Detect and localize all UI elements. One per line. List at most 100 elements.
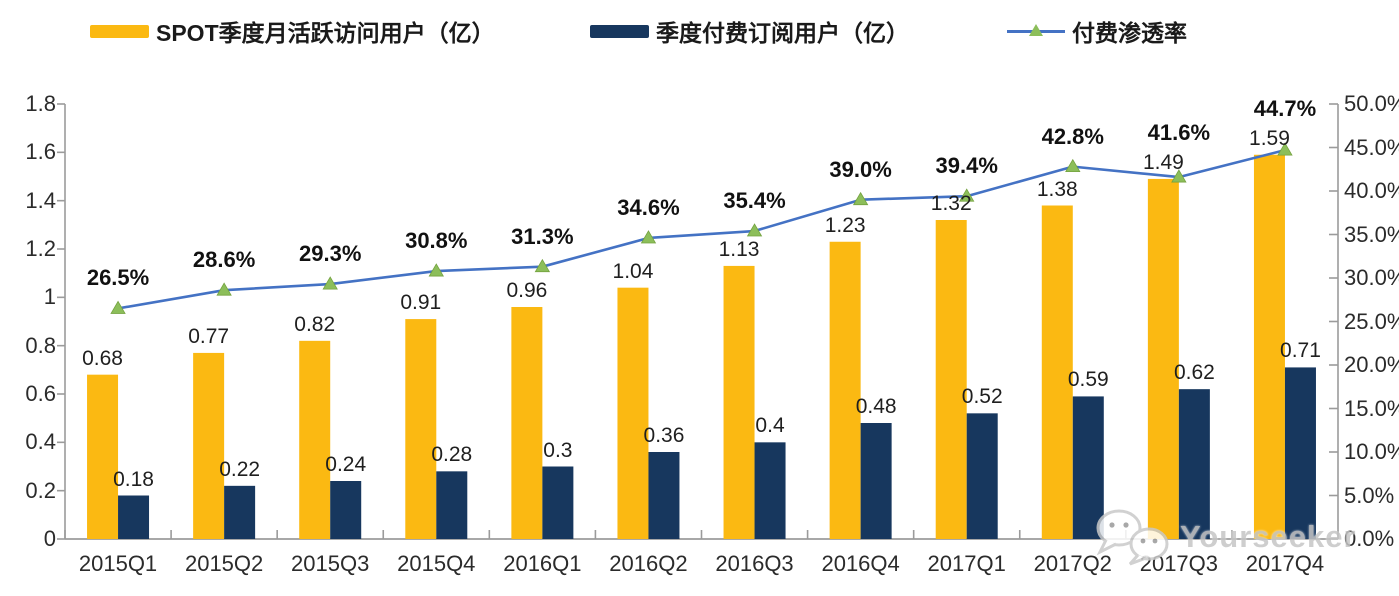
left-axis-label: 1 — [43, 284, 56, 310]
right-axis-label: 35.0% — [1344, 221, 1399, 247]
bar-subs-2015Q3 — [330, 481, 362, 539]
mau-value-label: 1.49 — [1142, 150, 1184, 174]
right-axis-label: 20.0% — [1344, 352, 1399, 377]
penetration-label: 29.3% — [299, 241, 362, 267]
line-marker-2016Q1 — [534, 258, 551, 273]
right-axis-label: 25.0% — [1344, 308, 1399, 334]
bar-subs-2016Q3 — [754, 442, 786, 539]
legend-item-0: SPOT季度月活跃访问用户（亿） — [90, 16, 495, 46]
left-axis-label: 1.2 — [25, 236, 56, 261]
penetration-label: 44.7% — [1253, 95, 1317, 121]
subs-value-label: 0.28 — [431, 443, 473, 467]
subs-value-label: 0.36 — [643, 424, 685, 447]
left-axis-label: 1.4 — [25, 187, 56, 213]
bar-subs-2017Q4 — [1284, 367, 1316, 539]
legend-item-1: 季度付费订阅用户（亿） — [590, 16, 909, 46]
legend-swatch-icon — [90, 24, 149, 38]
line-marker-2015Q2 — [216, 282, 232, 296]
bar-mau-2015Q1 — [87, 374, 119, 539]
x-axis-label: 2015Q3 — [291, 551, 370, 576]
line-marker-2017Q1 — [959, 188, 975, 202]
right-axis-label: 40.0% — [1344, 178, 1399, 203]
mau-value-label: 0.77 — [188, 324, 230, 348]
bar-mau-2015Q2 — [193, 352, 225, 539]
mau-value-label: 1.13 — [718, 237, 760, 261]
mau-value-label: 0.82 — [294, 312, 336, 336]
bar-subs-2016Q1 — [542, 466, 574, 539]
x-axis-label: 2015Q1 — [78, 551, 158, 576]
legend-swatch-icon — [590, 24, 649, 38]
bar-subs-2017Q3 — [1178, 389, 1210, 539]
line-marker-2016Q4 — [852, 191, 869, 206]
legend-line-marker-icon — [1007, 23, 1065, 39]
bar-mau-2017Q3 — [1147, 178, 1179, 539]
mau-value-label: 1.23 — [824, 213, 866, 237]
subs-value-label: 0.22 — [219, 457, 261, 481]
left-axis-label: 0.6 — [25, 381, 56, 406]
x-axis-label: 2017Q2 — [1033, 551, 1112, 576]
penetration-label: 26.5% — [86, 265, 150, 291]
penetration-line — [117, 148, 1286, 310]
line-marker-2016Q3 — [746, 223, 763, 237]
penetration-label: 39.0% — [829, 156, 892, 182]
penetration-label: 34.6% — [617, 194, 680, 220]
legend-label: SPOT季度月活跃访问用户（亿） — [156, 20, 495, 46]
x-axis-label: 2016Q1 — [503, 551, 582, 576]
mau-value-label: 1.04 — [612, 259, 654, 283]
mau-value-label: 0.96 — [506, 279, 548, 302]
mau-value-label: 1.59 — [1249, 126, 1290, 150]
bar-mau-2015Q3 — [299, 340, 331, 539]
legend-item-2: 付费渗透率 — [1007, 16, 1187, 46]
penetration-label: 35.4% — [723, 188, 786, 214]
line-marker-2015Q3 — [322, 276, 338, 290]
right-axis-label: 45.0% — [1344, 134, 1399, 160]
bar-mau-2017Q2 — [1041, 205, 1073, 539]
right-axis-label: 50.0% — [1344, 91, 1399, 116]
line-marker-2015Q1 — [110, 300, 126, 314]
subs-value-label: 0.4 — [755, 414, 785, 438]
left-axis-label: 1.8 — [25, 91, 56, 116]
x-axis-label: 2016Q4 — [821, 551, 900, 576]
penetration-label: 42.8% — [1041, 123, 1104, 149]
bar-subs-2017Q1 — [966, 413, 998, 539]
mau-value-label: 0.68 — [82, 346, 123, 370]
right-axis-label: 0.0% — [1344, 526, 1395, 551]
subs-value-label: 0.71 — [1280, 339, 1321, 363]
penetration-label: 41.6% — [1147, 119, 1211, 145]
mau-value-label: 1.32 — [930, 192, 972, 215]
x-axis-label: 2016Q3 — [715, 551, 794, 576]
bar-mau-2015Q4 — [405, 319, 437, 539]
subs-value-label: 0.24 — [325, 453, 367, 476]
penetration-label: 30.8% — [405, 228, 468, 254]
penetration-label: 28.6% — [192, 247, 256, 273]
line-marker-2017Q2 — [1065, 158, 1081, 173]
x-axis-label: 2017Q1 — [927, 551, 1006, 576]
bar-mau-2016Q1 — [511, 307, 543, 539]
subs-value-label: 0.52 — [961, 385, 1003, 409]
left-axis-label: 0 — [43, 526, 56, 551]
bar-mau-2016Q2 — [617, 287, 649, 539]
line-marker-2015Q4 — [428, 263, 444, 277]
legend-label: 付费渗透率 — [1072, 20, 1187, 46]
left-axis-label: 0.8 — [25, 332, 56, 358]
bar-mau-2017Q1 — [935, 220, 967, 539]
bar-subs-2016Q4 — [860, 423, 892, 539]
right-axis-label: 30.0% — [1344, 265, 1399, 290]
left-axis-label: 1.6 — [25, 139, 56, 165]
bar-subs-2015Q1 — [118, 495, 150, 539]
subs-value-label: 0.48 — [855, 395, 897, 418]
bar-mau-2016Q3 — [723, 265, 755, 539]
mau-value-label: 0.91 — [400, 291, 442, 315]
bar-mau-2017Q4 — [1253, 154, 1285, 539]
legend-label: 季度付费订阅用户（亿） — [656, 20, 909, 46]
left-axis-label: 0.4 — [25, 429, 56, 455]
right-axis-label: 5.0% — [1344, 482, 1395, 508]
bar-subs-2016Q2 — [648, 452, 680, 539]
line-marker-2017Q4 — [1277, 142, 1293, 156]
bar-mau-2016Q4 — [829, 241, 861, 539]
line-marker-2017Q3 — [1171, 169, 1187, 183]
bar-subs-2017Q2 — [1072, 396, 1104, 539]
subs-value-label: 0.18 — [113, 467, 154, 491]
